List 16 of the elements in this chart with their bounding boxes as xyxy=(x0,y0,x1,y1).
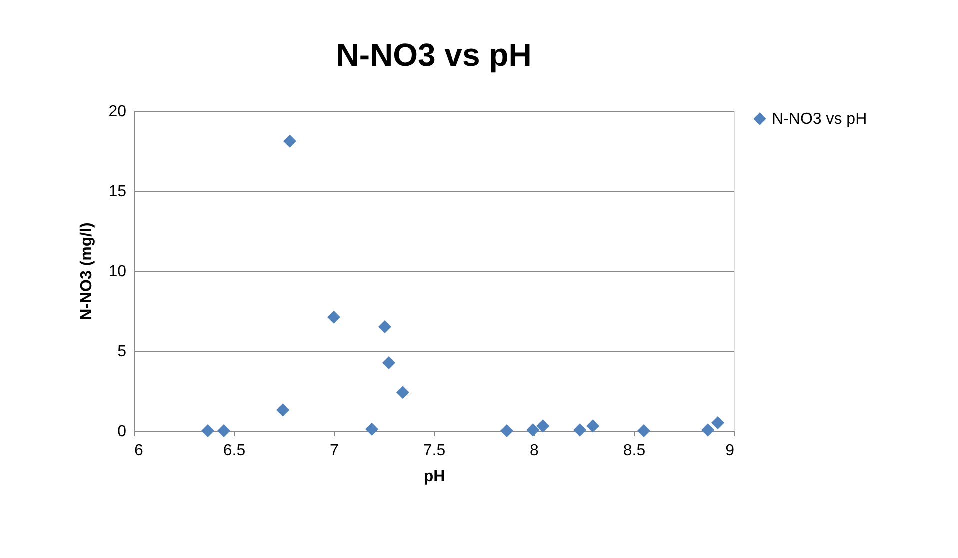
x-tick-label: 7 xyxy=(330,442,340,460)
y-axis-title: N-NO3 (mg/l) xyxy=(78,222,96,320)
chart-title: N-NO3 vs pH xyxy=(336,37,532,73)
x-tick-label: 8 xyxy=(530,442,540,460)
y-tick-label: 20 xyxy=(108,104,127,120)
x-tick-label: 8.5 xyxy=(623,442,646,460)
x-tick-label: 6 xyxy=(134,442,144,460)
y-tick-label: 10 xyxy=(108,264,127,280)
legend-label: N-NO3 vs pH xyxy=(772,111,868,128)
y-tick-label: 0 xyxy=(118,424,127,440)
x-tick-label: 7.5 xyxy=(423,442,446,460)
x-tick-label: 6.5 xyxy=(223,442,246,460)
x-tick-label: 9 xyxy=(726,442,735,460)
y-tick-label: 15 xyxy=(108,184,127,200)
x-axis-title: pH xyxy=(424,468,446,486)
y-tick-label: 5 xyxy=(118,344,127,360)
